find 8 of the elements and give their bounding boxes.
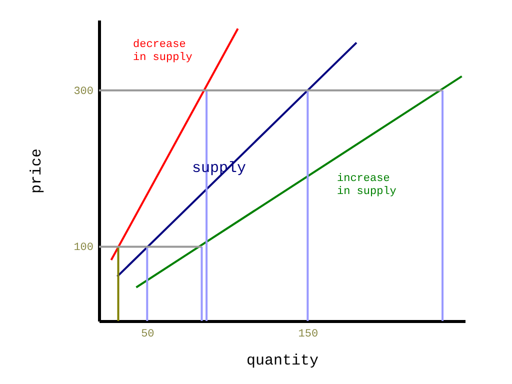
x-tick-label: 50 — [141, 328, 154, 340]
annotation: decrease in supply — [133, 39, 193, 64]
y-tick-label: 300 — [74, 86, 94, 98]
y-axis-title: price — [28, 148, 46, 194]
x-axis-title: quantity — [246, 352, 319, 370]
annotation: increase in supply — [337, 173, 397, 198]
x-tick-label: 150 — [298, 328, 318, 340]
y-tick-label: 100 — [74, 242, 94, 254]
